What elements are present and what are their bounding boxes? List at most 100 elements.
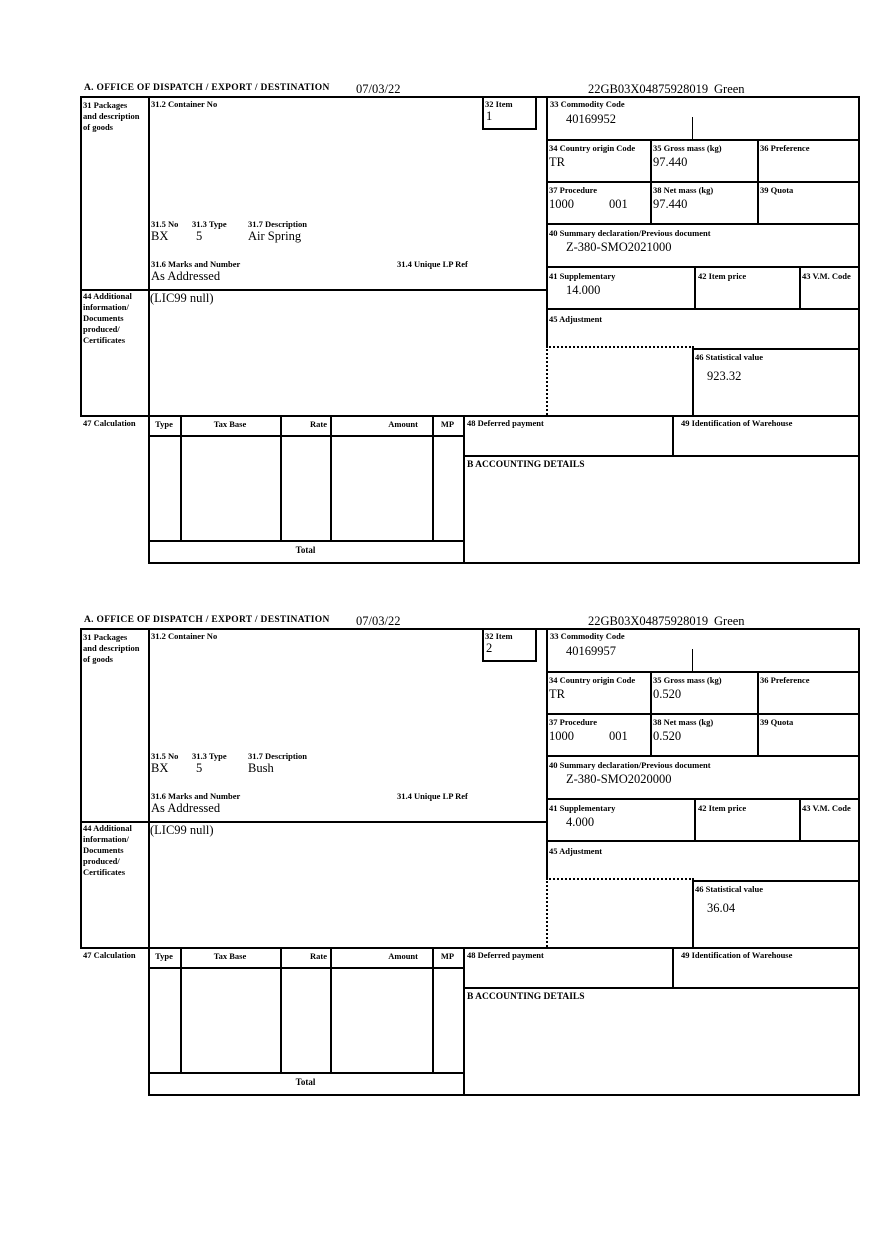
additional-information-value: (LIC99 null) bbox=[150, 291, 214, 305]
goods-description-value: Bush bbox=[248, 761, 274, 775]
total-label: Total bbox=[295, 545, 316, 555]
box42-label: 42 Item price bbox=[698, 271, 747, 281]
box41-label: 41 Supplementary bbox=[549, 803, 616, 813]
office-of-dispatch-label: A. OFFICE OF DISPATCH / EXPORT / DESTINA… bbox=[84, 83, 330, 93]
box31-7-label: 31.7 Description bbox=[248, 751, 308, 761]
border-line bbox=[692, 348, 694, 415]
border-line bbox=[80, 821, 548, 823]
box39-label: 39 Quota bbox=[760, 717, 794, 727]
border-line bbox=[546, 139, 860, 141]
net-mass-value: 97.440 bbox=[653, 197, 688, 211]
border-line bbox=[546, 266, 860, 268]
border-line bbox=[546, 713, 860, 715]
border-line bbox=[535, 628, 537, 662]
box40-label: 40 Summary declaration/Previous document bbox=[549, 228, 711, 238]
box48-label: 48 Deferred payment bbox=[467, 418, 544, 428]
box40-label: 40 Summary declaration/Previous document bbox=[549, 760, 711, 770]
box31-7-label: 31.7 Description bbox=[248, 219, 308, 229]
field-separator-line bbox=[692, 117, 693, 139]
commodity-code-value: 40169952 bbox=[566, 112, 616, 126]
border-line bbox=[80, 947, 860, 949]
box37-label: 37 Procedure bbox=[549, 717, 598, 727]
country-origin-value: TR bbox=[549, 687, 565, 701]
col-tax-base-header: Tax Base bbox=[213, 419, 247, 429]
border-line bbox=[432, 415, 434, 540]
box39-label: 39 Quota bbox=[760, 185, 794, 195]
border-line bbox=[757, 139, 759, 225]
box34-label: 34 Country origin Code bbox=[549, 143, 636, 153]
statistical-value: 36.04 bbox=[707, 901, 736, 915]
box49-label: 49 Identification of Warehouse bbox=[681, 418, 793, 428]
border-line bbox=[148, 540, 465, 542]
border-line bbox=[80, 628, 82, 947]
box38-label: 38 Net mass (kg) bbox=[653, 717, 714, 727]
border-line bbox=[463, 455, 860, 457]
box45-label: 45 Adjustment bbox=[549, 314, 603, 324]
border-line bbox=[80, 289, 548, 291]
border-line bbox=[672, 947, 674, 989]
marks-and-number-value: As Addressed bbox=[151, 801, 221, 815]
border-line bbox=[535, 96, 537, 130]
border-line bbox=[858, 628, 860, 1094]
box32-label: 32 Item bbox=[485, 99, 513, 109]
accounting-details-label: B ACCOUNTING DETAILS bbox=[467, 992, 585, 1002]
col-type-header: Type bbox=[155, 419, 173, 429]
procedure-value-2: 001 bbox=[609, 729, 628, 743]
box33-label: 33 Commodity Code bbox=[550, 631, 625, 641]
statistical-value: 923.32 bbox=[707, 369, 742, 383]
box31-4-label: 31.4 Unique LP Ref bbox=[397, 259, 468, 269]
box32-label: 32 Item bbox=[485, 631, 513, 641]
commodity-code-value: 40169957 bbox=[566, 644, 616, 658]
border-line bbox=[80, 415, 860, 417]
col-amount-header: Amount bbox=[388, 419, 418, 429]
box31-3-label: 31.3 Type bbox=[192, 219, 227, 229]
border-line bbox=[692, 348, 860, 350]
office-of-dispatch-label: A. OFFICE OF DISPATCH / EXPORT / DESTINA… bbox=[84, 615, 330, 625]
border-line bbox=[546, 840, 860, 842]
box47-label: 47 Calculation bbox=[83, 418, 136, 428]
package-no-value: BX bbox=[151, 229, 169, 243]
previous-document-value: Z-380-SMO2021000 bbox=[566, 240, 672, 254]
procedure-value-2: 001 bbox=[609, 197, 628, 211]
box31-6-label: 31.6 Marks and Number bbox=[151, 791, 241, 801]
border-line bbox=[148, 967, 465, 969]
box46-label: 46 Statistical value bbox=[695, 884, 763, 894]
box35-label: 35 Gross mass (kg) bbox=[653, 675, 722, 685]
border-line bbox=[482, 660, 537, 662]
border-line bbox=[463, 987, 860, 989]
border-line bbox=[546, 308, 860, 310]
field-separator-line bbox=[692, 649, 693, 671]
border-line bbox=[180, 415, 182, 540]
additional-information-value: (LIC99 null) bbox=[150, 823, 214, 837]
border-line bbox=[546, 671, 860, 673]
total-label: Total bbox=[295, 1077, 316, 1087]
box46-label: 46 Statistical value bbox=[695, 352, 763, 362]
previous-document-value: Z-380-SMO2020000 bbox=[566, 772, 672, 786]
border-line bbox=[280, 415, 282, 540]
border-line bbox=[692, 880, 694, 947]
border-line bbox=[148, 1094, 860, 1096]
item-number-value: 1 bbox=[486, 109, 493, 123]
border-line bbox=[546, 628, 548, 880]
border-line bbox=[80, 96, 860, 98]
accounting-details-label: B ACCOUNTING DETAILS bbox=[467, 460, 585, 470]
net-mass-value: 0.520 bbox=[653, 729, 682, 743]
col-mp-header: MP bbox=[440, 951, 455, 961]
col-mp-header: MP bbox=[440, 419, 455, 429]
col-tax-base-header: Tax Base bbox=[213, 951, 247, 961]
box35-label: 35 Gross mass (kg) bbox=[653, 143, 722, 153]
border-line bbox=[148, 1072, 465, 1074]
border-line bbox=[330, 947, 332, 1072]
goods-description-value: Air Spring bbox=[248, 229, 302, 243]
border-line bbox=[694, 266, 696, 310]
gross-mass-value: 0.520 bbox=[653, 687, 682, 701]
col-rate-header: Rate bbox=[310, 419, 327, 429]
box31-4-label: 31.4 Unique LP Ref bbox=[397, 791, 468, 801]
dotted-border-line bbox=[546, 878, 694, 880]
box31-5-label: 31.5 No bbox=[151, 219, 179, 229]
box43-label: 43 V.M. Code bbox=[802, 803, 851, 813]
box47-label: 47 Calculation bbox=[83, 950, 136, 960]
box31-label: 31 Packages and description of goods bbox=[83, 632, 140, 664]
box44-label: 44 Additional information/ Documents pro… bbox=[83, 291, 132, 345]
